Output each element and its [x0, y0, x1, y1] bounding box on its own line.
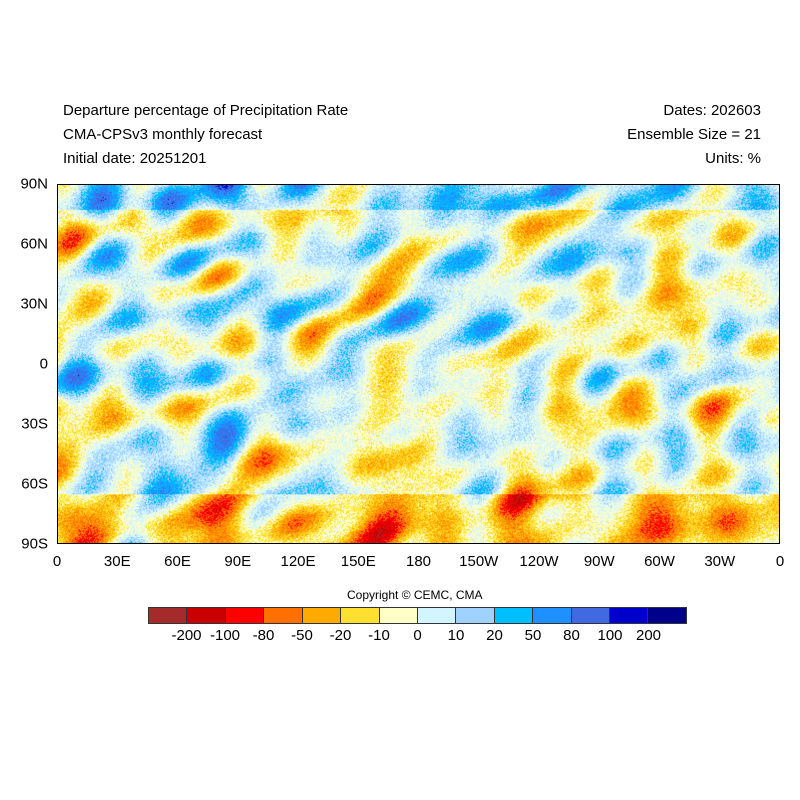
colorbar-label: -200: [171, 627, 202, 644]
colorbar-label: -50: [291, 627, 313, 644]
colorbar-swatch: [341, 608, 380, 623]
colorbar-label: -20: [329, 627, 352, 644]
x-axis-tick-label: 150W: [459, 553, 499, 570]
y-axis-tick-label: 30N: [20, 295, 48, 313]
title-line-3: Initial date: 20251201: [63, 150, 207, 167]
colorbar-swatch: [610, 608, 649, 623]
x-axis-tick-label: 30E: [103, 553, 131, 570]
title-line-1: Departure percentage of Precipitation Ra…: [63, 102, 349, 119]
colorbar-label: -100: [209, 627, 241, 644]
x-axis-tick-label: 0: [775, 553, 785, 570]
colorbar-swatch: [149, 608, 188, 623]
title-line-2: CMA-CPSv3 monthly forecast: [63, 126, 263, 143]
colorbar-label: 200: [635, 627, 662, 644]
precipitation-anomaly-map: [57, 184, 780, 544]
y-axis-tick-label: 0: [39, 355, 48, 373]
colorbar-swatch: [225, 608, 265, 623]
colorbar-swatch: [533, 608, 572, 623]
x-axis-tick-label: 120W: [519, 553, 559, 570]
colorbar-label: 50: [524, 627, 542, 644]
y-axis-tick-label: 60S: [21, 475, 48, 493]
units-label: Units: %: [705, 150, 761, 167]
colorbar-swatch: [264, 608, 303, 623]
colorbar-label: -10: [368, 627, 390, 644]
colorbar-swatch: [571, 608, 611, 623]
colorbar-label: 80: [563, 627, 580, 644]
x-axis-tick-label: 180: [405, 553, 432, 570]
x-axis-tick-label: 60W: [644, 553, 675, 570]
x-axis-tick-label: 60E: [164, 553, 191, 570]
y-axis-tick-label: 90N: [20, 175, 48, 193]
colorbar-swatch: [417, 608, 457, 623]
x-axis-tick-label: 150E: [340, 553, 376, 570]
copyright: Copyright © CEMC, CMA: [347, 588, 483, 602]
colorbar-swatch: [379, 608, 418, 623]
colorbar-label: 0: [413, 627, 422, 644]
x-axis-tick-label: 30W: [704, 553, 736, 570]
colorbar-swatch: [187, 608, 226, 623]
colorbar-label: 100: [597, 627, 623, 644]
colorbar-label: 10: [447, 627, 465, 644]
colorbar-swatch: [648, 608, 686, 623]
colorbar-swatch: [456, 608, 495, 623]
x-axis-tick-label: 0: [52, 553, 62, 570]
colorbar: [148, 607, 687, 624]
x-axis-tick-label: 90E: [224, 553, 252, 570]
colorbar-swatch: [302, 608, 342, 623]
y-axis-tick-label: 90S: [21, 535, 48, 553]
colorbar-swatch: [494, 608, 534, 623]
ensemble-size-label: Ensemble Size = 21: [627, 126, 761, 143]
dates-label: Dates: 202603: [663, 102, 761, 119]
colorbar-label: 20: [486, 627, 503, 644]
x-axis-tick-label: 90W: [583, 553, 615, 570]
y-axis-tick-label: 60N: [20, 235, 48, 253]
y-axis-tick-label: 30S: [21, 415, 48, 433]
colorbar-label: -80: [252, 627, 275, 644]
x-axis-tick-label: 120E: [280, 553, 316, 570]
